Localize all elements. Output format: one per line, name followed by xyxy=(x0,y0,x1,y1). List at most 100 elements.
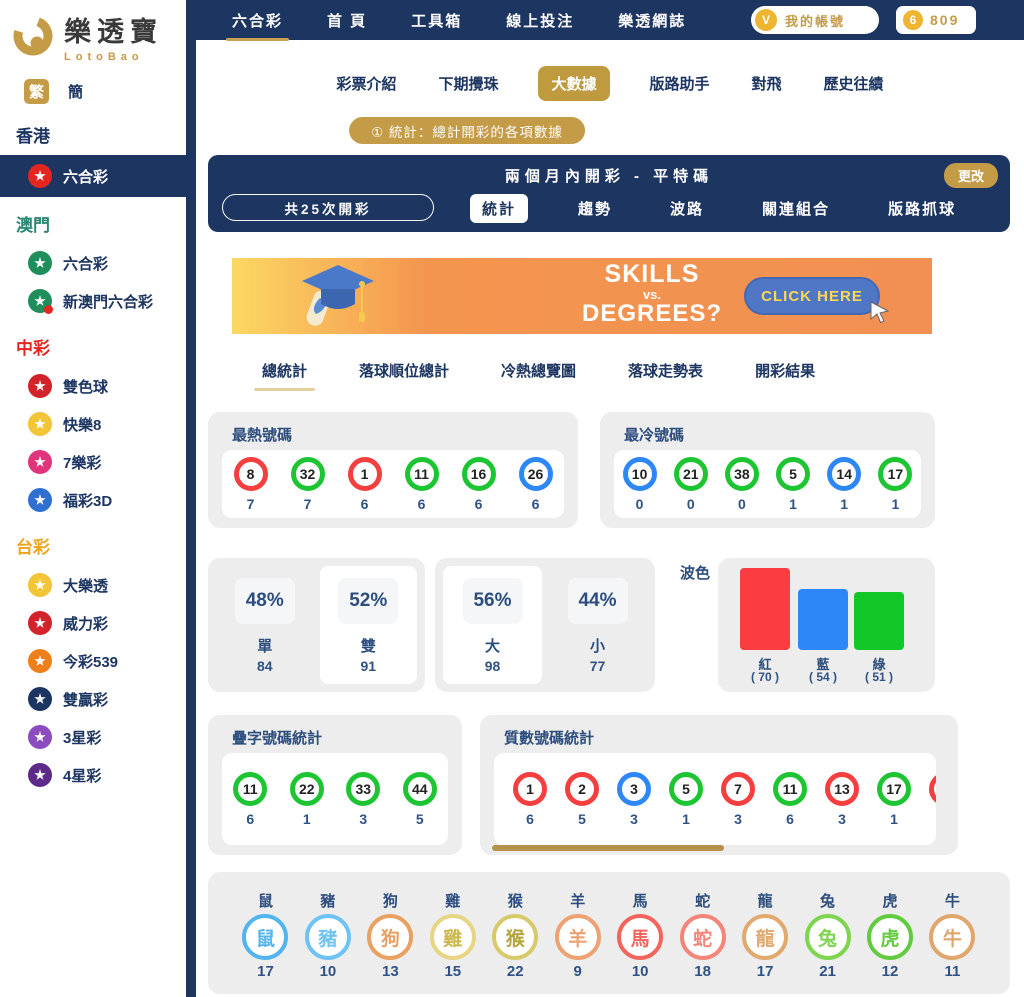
ad-banner[interactable]: SKILLS vs. DEGREES? CLICK HERE xyxy=(232,258,932,334)
sidebar-item-daletou[interactable]: 大樂透 xyxy=(0,566,186,604)
zodiac-tiger: 虎 虎 12 xyxy=(866,890,913,980)
zodiac-rabbit: 兔 兔 21 xyxy=(804,890,851,980)
panel-tab-pattern-ball[interactable]: 版路抓球 xyxy=(888,201,957,218)
double-digit-card: 疊字號碼統計 11 6 22 1 33 3 44 5 xyxy=(208,715,462,855)
snake-icon: 蛇 xyxy=(679,914,726,960)
nav-marksix[interactable]: 六合彩 xyxy=(225,1,290,41)
subtab-ball-order-totals[interactable]: 落球順位總計 xyxy=(359,363,450,380)
horizontal-scrollbar[interactable] xyxy=(492,845,724,851)
sidebar-item-weilicai[interactable]: 威力彩 xyxy=(0,604,186,642)
cold-ball: 21 0 xyxy=(673,456,708,512)
sidebar-item-7lecai[interactable]: 7樂彩 xyxy=(0,443,186,481)
tiger-icon: 虎 xyxy=(866,914,913,960)
nav-home[interactable]: 首 頁 xyxy=(327,12,368,30)
wave-color-chart: 紅 藍 綠 ( 70 ) ( 54 ) ( 51 ) xyxy=(718,558,935,692)
3xingcai-icon xyxy=(28,725,52,749)
cursor-icon xyxy=(870,301,890,324)
subtab-total-stats[interactable]: 總統計 xyxy=(253,360,316,391)
nav-lottery-blog[interactable]: 樂透網誌 xyxy=(618,12,687,30)
zodiac-dog: 狗 狗 13 xyxy=(367,890,414,980)
daletou-icon xyxy=(28,573,52,597)
draw-settings-panel: 兩個月內開彩 - 平特碼 更改 共25次開彩 統計 趨勢 波路 關連組合 版路抓… xyxy=(208,155,1010,232)
double-ball: 11 6 xyxy=(233,771,268,827)
my-account-button[interactable]: V 我的帳號 xyxy=(751,6,879,34)
cold-ball: 17 1 xyxy=(878,456,913,512)
coin-icon: 6 xyxy=(903,10,923,30)
click-here-button[interactable]: CLICK HERE xyxy=(744,277,880,315)
sidebar-item-hk-marksix[interactable]: 六合彩 xyxy=(0,155,196,197)
subtab-ball-trend-table[interactable]: 落球走勢表 xyxy=(628,363,704,380)
tab-pattern-assistant[interactable]: 版路助手 xyxy=(649,76,710,93)
zodiac-pig: 豬 豬 10 xyxy=(304,890,351,980)
red-bar xyxy=(740,568,790,650)
nav-online-betting[interactable]: 線上投注 xyxy=(506,12,575,30)
top-navbar: 六合彩 首 頁 工具箱 線上投注 樂透網誌 V 我的帳號 6 809 xyxy=(186,0,1024,41)
prime-ball: 13 3 xyxy=(816,771,868,827)
stats-sub-tabs: 總統計 落球順位總計 冷熱總覽圖 落球走勢表 開彩結果 xyxy=(253,360,816,391)
sidebar-item-3xingcai[interactable]: 3星彩 xyxy=(0,718,186,756)
lotobao-logo-icon xyxy=(13,16,53,55)
monkey-icon: 猴 xyxy=(492,914,539,960)
tab-big-data[interactable]: 大數據 xyxy=(538,66,610,101)
tab-history[interactable]: 歷史往績 xyxy=(823,76,884,93)
sidebar-item-fucai3d[interactable]: 福彩3D xyxy=(0,481,186,519)
panel-tab-stats[interactable]: 統計 xyxy=(470,194,529,223)
tab-next-draw[interactable]: 下期攪珠 xyxy=(438,76,499,93)
shuangseqiu-icon xyxy=(28,374,52,398)
language-toggle: 繁 簡 xyxy=(0,67,186,108)
section-taiwan: 台彩 xyxy=(16,538,50,557)
sidebar-item-shuangyingcai[interactable]: 雙贏彩 xyxy=(0,680,186,718)
tab-duifei[interactable]: 對飛 xyxy=(751,76,782,93)
subtab-draw-results[interactable]: 開彩結果 xyxy=(755,363,816,380)
tab-lottery-intro[interactable]: 彩票介紹 xyxy=(336,76,397,93)
ad-line3: DEGREES? xyxy=(581,300,723,327)
lang-traditional[interactable]: 繁 xyxy=(24,79,50,104)
zodiac-monkey: 猴 猴 22 xyxy=(492,890,539,980)
hot-ball: 26 6 xyxy=(518,456,553,512)
brand-logo[interactable]: 樂透寶 LotoBao xyxy=(0,0,186,67)
new-macau-lottery-icon xyxy=(28,289,53,314)
zodiac-dragon: 龍 龍 17 xyxy=(742,890,789,980)
sidebar-item-4xingcai[interactable]: 4星彩 xyxy=(0,756,186,794)
zodiac-horse: 馬 馬 10 xyxy=(617,890,664,980)
change-button[interactable]: 更改 xyxy=(943,163,998,188)
sidebar-item-new-macau-marksix[interactable]: 新澳門六合彩 xyxy=(0,282,186,320)
graduation-cap-icon xyxy=(302,265,374,326)
kuaile8-icon xyxy=(28,412,52,436)
panel-tab-wave-road[interactable]: 波路 xyxy=(670,201,705,218)
big-small-card: 56% 大 98 44% 小 77 xyxy=(435,558,655,692)
coin-balance[interactable]: 6 809 xyxy=(896,6,976,34)
prime-ball: 17 1 xyxy=(868,771,920,827)
subtab-hot-cold-overview[interactable]: 冷熱總覽圖 xyxy=(501,363,577,380)
double-ball: 22 1 xyxy=(289,771,324,827)
nav-toolbox[interactable]: 工具箱 xyxy=(411,12,463,30)
cold-numbers-title: 最冷號碼 xyxy=(624,427,685,444)
prime-numbers-card: 質數號碼統計 16 25 33 51 73 116 133 171 193 xyxy=(480,715,958,855)
prime-ball: 193 xyxy=(920,771,936,827)
section-hongkong: 香港 xyxy=(16,127,50,146)
rabbit-icon: 兔 xyxy=(804,914,851,960)
sidebar-item-kuaile8[interactable]: 快樂8 xyxy=(0,405,186,443)
panel-tab-combos[interactable]: 關連組合 xyxy=(762,201,831,218)
zodiac-stats-card: 鼠 鼠 17 豬 豬 10 狗 狗 13 雞 雞 15 猴 猴 22 羊 羊 9 xyxy=(208,872,1010,994)
hot-ball: 16 6 xyxy=(461,456,496,512)
green-bar xyxy=(854,592,904,650)
lang-simplified[interactable]: 簡 xyxy=(68,84,84,101)
draw-count-pill[interactable]: 共25次開彩 xyxy=(222,194,434,221)
double-ball: 33 3 xyxy=(346,771,381,827)
small-stat: 44% 小 77 xyxy=(548,566,647,684)
zodiac-rooster: 雞 雞 15 xyxy=(429,890,476,980)
prime-ball: 11 6 xyxy=(764,771,816,827)
cold-ball: 10 0 xyxy=(622,456,657,512)
sidebar-item-jincai539[interactable]: 今彩539 xyxy=(0,642,186,680)
page-tabs: 彩票介紹 下期攪珠 大數據 版路助手 對飛 歷史往績 xyxy=(196,66,1024,101)
panel-tab-trend[interactable]: 趨勢 xyxy=(578,201,613,218)
shuangyingcai-icon xyxy=(28,687,52,711)
sidebar-item-shuangseqiu[interactable]: 雙色球 xyxy=(0,367,186,405)
sidebar-item-macau-marksix[interactable]: 六合彩 xyxy=(0,244,186,282)
section-macau: 澳門 xyxy=(16,216,50,235)
